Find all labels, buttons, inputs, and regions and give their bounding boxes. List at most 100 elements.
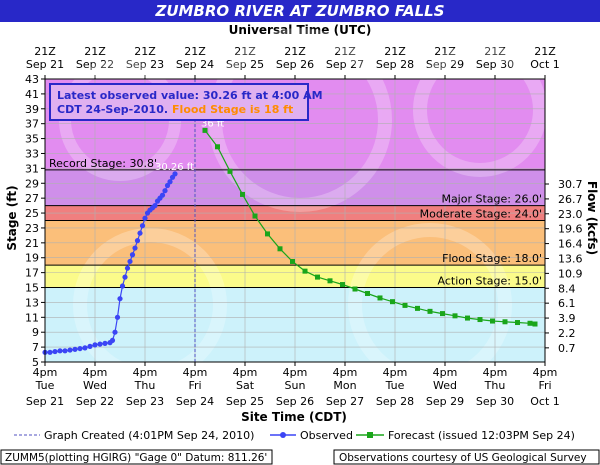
observed-point [122,274,128,280]
series-line [204,130,536,325]
y-tick-label: 27 [25,192,39,205]
x-tick-time: 4pm [283,366,308,379]
x-tick-time: 4pm [183,366,208,379]
legend: Graph Created (4:01PM Sep 24, 2010) Obse… [14,429,575,442]
forecast-point [515,320,520,326]
observed-point [47,349,53,355]
flow-tick-label: 13.6 [558,252,583,265]
observed-point [102,340,108,346]
x-tick-day: Fri [538,379,551,392]
y-tick-label: 13 [25,296,39,309]
y-tick-label: 15 [25,282,39,295]
top-tick-time: 21Z [234,45,256,58]
top-tick-time: 21Z [284,45,306,58]
observed-point [159,192,166,198]
forecast-point [340,282,345,288]
info-box: Latest observed value: 30.26 ft at 4:00 … [49,83,323,121]
info-line2: CDT 24-Sep-2010. Flood Stage is 18 ft [57,103,293,116]
top-tick-time: 21Z [334,45,356,58]
x-tick-time: 4pm [83,366,108,379]
forecast-point [415,305,420,311]
x-tick-day: Mon [333,379,356,392]
x-axis-label: Site Time (CDT) [241,410,347,424]
observed-point [172,171,178,177]
y-tick-label: 37 [25,118,39,131]
x-tick-time: 4pm [333,366,358,379]
y-tick-label: 43 [25,73,39,86]
forecast-point [240,191,245,197]
observed-point [87,343,93,349]
observed-point [67,347,73,353]
observed-point [62,348,68,354]
top-tick-time: 21Z [134,45,156,58]
flow-tick-label: 2.2 [558,327,576,340]
forecast-point [477,317,483,323]
latest-value-label: 30.26 ft [155,162,194,173]
y-tick-label: 11 [25,311,39,324]
x-tick-time: 4pm [233,366,258,379]
x-tick-day: Thu [484,379,506,392]
observed-point [139,223,146,229]
observed-point [129,252,136,258]
forecast-point [302,268,308,274]
forecast-point [465,315,470,321]
forecast-point [202,127,208,133]
x-tick-time: 4pm [133,366,158,379]
top-tick-time: 21Z [84,45,106,58]
x-tick-date: Sep 27 [326,395,364,408]
x-tick-day: Fri [188,379,201,392]
forecast-point [532,321,538,327]
y-tick-label: 29 [25,177,39,190]
x-tick-date: Sep 29 [426,395,464,408]
info-line2-prefix: CDT 24-Sep-2010. [57,103,168,116]
flow-axis-ticks: 30.7 26.7 23.0 19.6 16.413.6 10.9 8.4 6.1 3.9 2.2… [545,178,583,355]
top-tick-date: Oct 1 [530,58,560,71]
y-tick-label: 9 [32,326,39,339]
forecast-point [227,168,233,174]
y-axis-label: Stage (ft) [5,185,19,250]
top-tick-date: Sep 22 [76,58,114,71]
forecast-point [277,246,283,252]
top-tick-date: Sep 25 [226,58,264,71]
forecast-point [427,308,433,314]
x-tick-date: Sep 22 [76,395,114,408]
top-tick-time: 21Z [534,45,556,58]
x-tick-date: Sep 28 [376,395,414,408]
forecast-point [440,311,445,317]
observed-point [72,346,78,352]
observed-point [97,341,103,347]
y-tick-label: 33 [25,147,39,160]
footer-datum: ZUMM5(plotting HGIRG) "Gage 0" Datum: 81… [5,452,267,464]
flow-tick-label: 26.7 [558,193,583,206]
stage-threshold-lines: Record Stage: 30.8' Major Stage: 26.0' Mod… [45,157,545,289]
top-tick-date: Sep 27 [326,58,364,71]
x-tick-time: 4pm [483,366,508,379]
forecast-point [252,213,258,219]
x-tick-time: 4pm [533,366,558,379]
forecast-point [290,258,295,264]
observed-point [117,296,123,302]
legend-observed-label: Observed [300,429,353,442]
footer-credit: Observations courtesy of US Geological S… [339,452,587,464]
y-tick-label: 31 [25,162,39,175]
forecast-point [215,144,220,150]
stage-line-label: Moderate Stage: 24.0' [420,208,542,221]
y-tick-label: 23 [25,222,39,235]
x-tick-date: Sep 25 [226,395,264,408]
legend-forecast-marker [367,432,373,438]
x-tick-date: Sep 24 [176,395,214,408]
observed-point [152,203,158,209]
x-tick-day: Wed [83,379,107,392]
flow-tick-label: 16.4 [558,238,583,251]
legend-observed-marker [280,432,286,438]
forecast-point [265,231,270,237]
chart-title: ZUMBRO RIVER AT ZUMBRO FALLS [154,2,444,20]
y-tick-label: 5 [32,356,39,369]
observed-point [164,182,171,189]
forecast-point [402,302,408,308]
observed-point [109,337,116,344]
x-tick-date: Sep 23 [126,395,164,408]
x-tick-day: Sat [236,379,255,392]
x-tick-time: 4pm [433,366,458,379]
forecast-point [315,274,320,280]
